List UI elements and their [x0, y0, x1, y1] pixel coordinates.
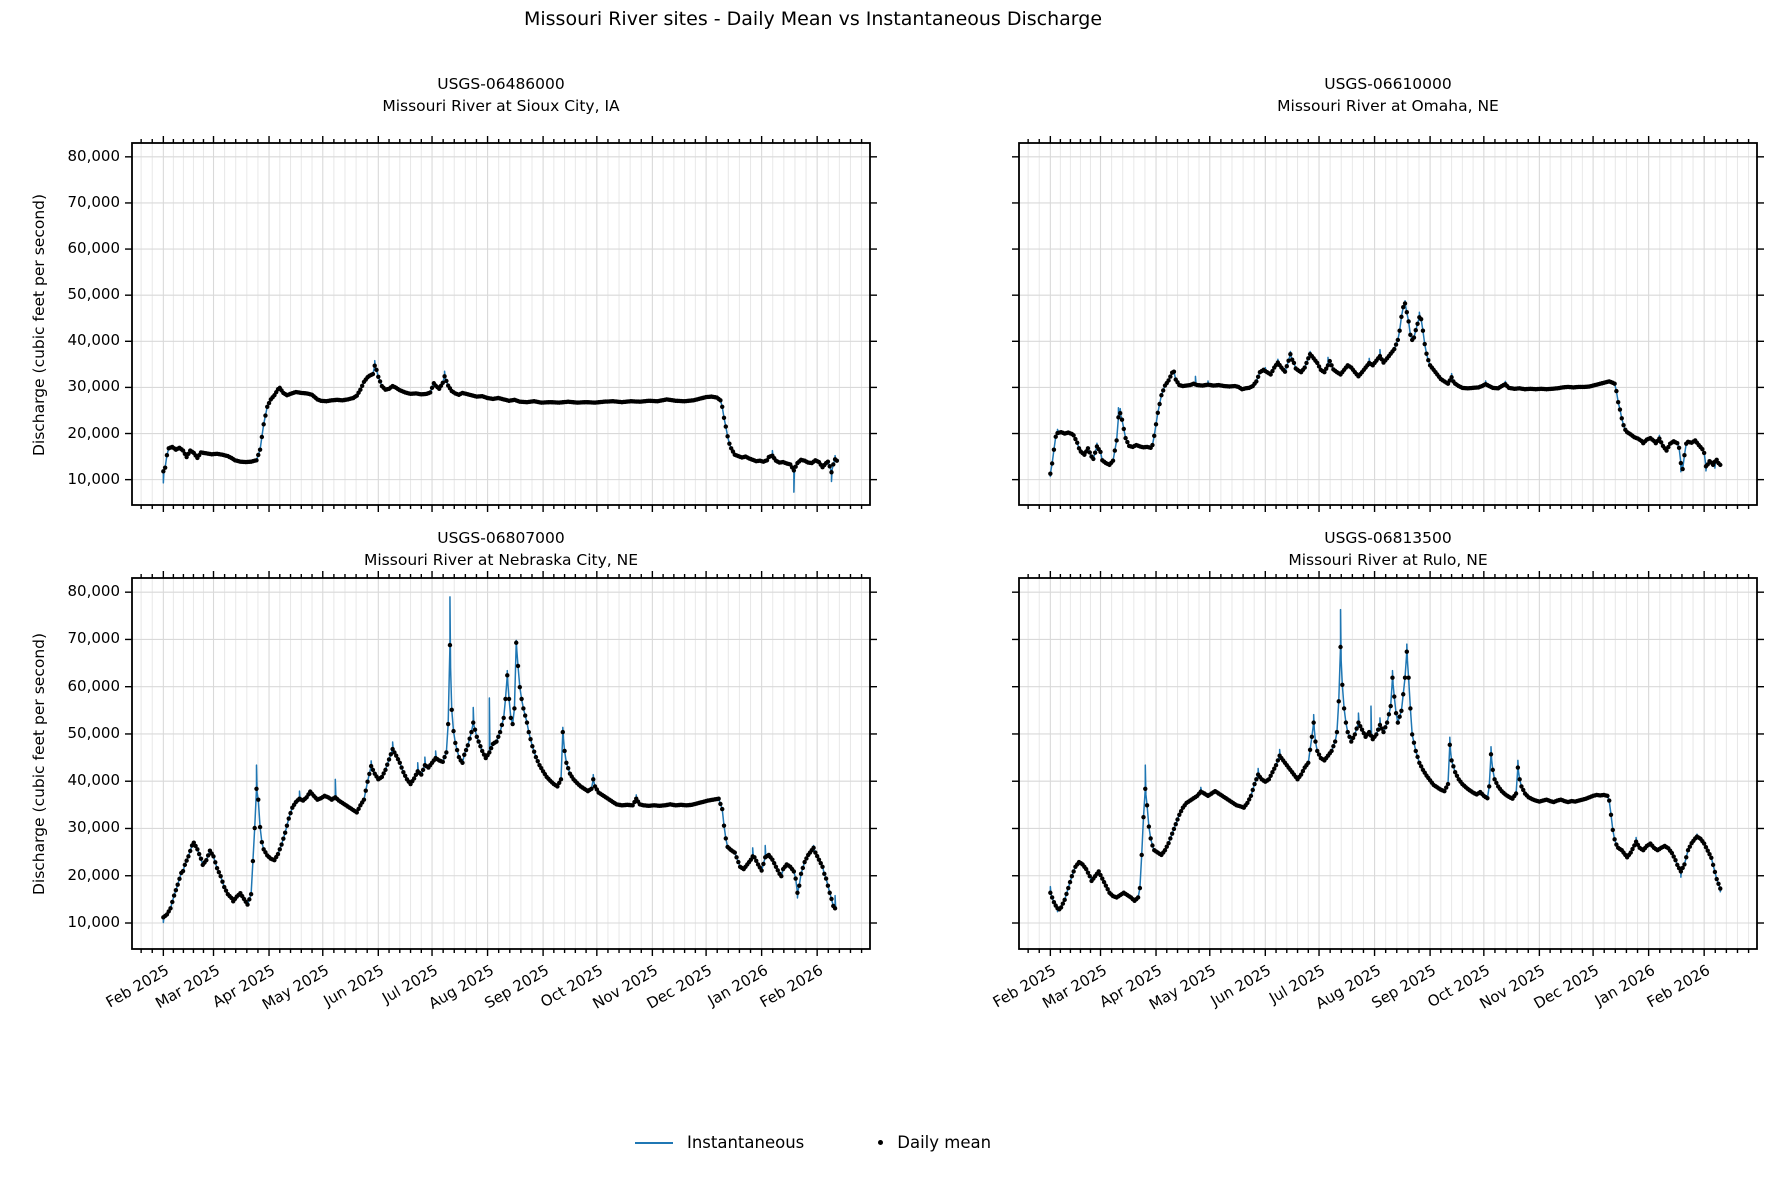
- daily-mean-dot-swatch: [878, 1140, 884, 1145]
- y-tick-label: 80,000: [67, 146, 121, 165]
- station-id: USGS-06813500: [1324, 529, 1452, 547]
- legend-item-daily-mean: Daily mean: [878, 1133, 991, 1152]
- legend-label: Instantaneous: [686, 1133, 805, 1152]
- y-tick-label: 20,000: [67, 865, 121, 884]
- y-tick-label: 60,000: [67, 676, 121, 695]
- station-id: USGS-06486000: [437, 75, 565, 93]
- instantaneous-line: [162, 596, 837, 924]
- y-tick-label: 50,000: [67, 723, 121, 742]
- subplot-title-rulo: USGS-06813500 Missouri River at Rulo, NE: [1019, 527, 1757, 572]
- y-tick-label: 40,000: [67, 771, 121, 790]
- axes-spines: [1018, 142, 1758, 506]
- legend-item-instantaneous: Instantaneous: [634, 1133, 805, 1152]
- daily-mean-dots: [1048, 644, 1723, 912]
- station-id: USGS-06610000: [1324, 75, 1452, 93]
- y-tick-label: 70,000: [67, 629, 121, 648]
- axes-spines: [1018, 577, 1758, 950]
- legend-label: Daily mean: [897, 1133, 992, 1152]
- station-name: Missouri River at Rulo, NE: [1288, 551, 1488, 570]
- chart-USGS-06813500: [1012, 571, 1764, 956]
- y-tick-label: 60,000: [67, 239, 121, 258]
- chart-USGS-06486000: [125, 136, 877, 512]
- subplot-title-nebraska-city: USGS-06807000 Missouri River at Nebraska…: [132, 527, 870, 572]
- y-tick-label: 80,000: [67, 582, 121, 601]
- legend: Instantaneous Daily mean: [0, 1133, 1626, 1152]
- y-tick-label: 10,000: [67, 913, 121, 931]
- station-name: Missouri River at Nebraska City, NE: [364, 551, 638, 570]
- y-tick-label: 30,000: [67, 818, 121, 837]
- chart-USGS-06807000: [125, 571, 877, 956]
- instantaneous-line: [1049, 299, 1721, 478]
- station-name: Missouri River at Omaha, NE: [1277, 97, 1499, 116]
- chart-USGS-06610000: [1012, 136, 1764, 512]
- figure-title: Missouri River sites - Daily Mean vs Ins…: [523, 8, 1103, 30]
- y-tick-label: 50,000: [67, 285, 121, 304]
- y-tick-label: 10,000: [67, 469, 121, 488]
- subplot-title-omaha: USGS-06610000 Missouri River at Omaha, N…: [1019, 73, 1757, 118]
- axes-spines: [131, 142, 871, 506]
- y-tick-label: 20,000: [67, 423, 121, 442]
- instantaneous-line-swatch: [634, 1141, 673, 1144]
- y-tick-label: 40,000: [67, 331, 121, 350]
- daily-mean-dots: [161, 640, 838, 920]
- y-tick-label: 70,000: [67, 192, 121, 211]
- y-tick-label: 30,000: [67, 377, 121, 396]
- station-name: Missouri River at Sioux City, IA: [382, 97, 620, 116]
- subplot-title-sioux-city: USGS-06486000 Missouri River at Sioux Ci…: [132, 73, 870, 118]
- axes-spines: [131, 577, 871, 950]
- daily-mean-dots: [161, 363, 840, 475]
- daily-mean-dots: [1048, 301, 1723, 476]
- station-id: USGS-06807000: [437, 529, 565, 547]
